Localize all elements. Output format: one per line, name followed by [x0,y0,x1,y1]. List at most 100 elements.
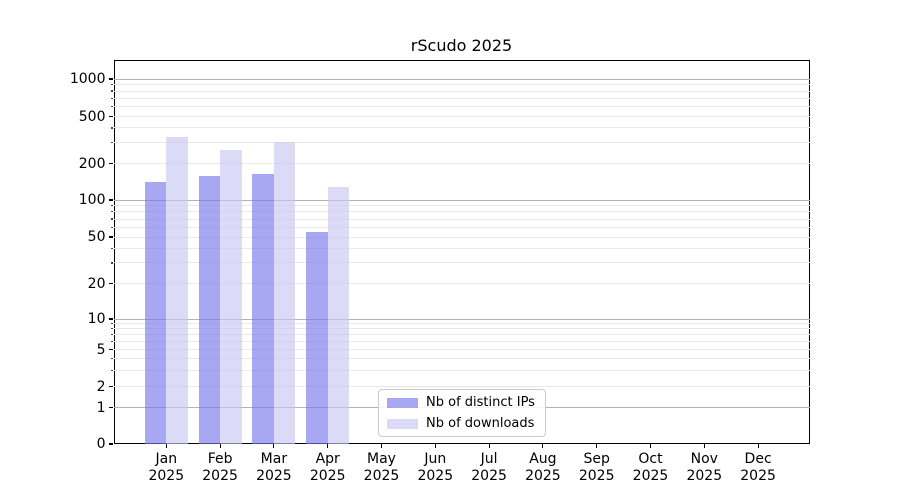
y-minor-tick-mark-60 [110,226,113,228]
gridline-300 [113,142,810,144]
legend-swatch-distinct-ips [387,397,418,408]
x-tick-label-dec: Dec 2025 [726,451,790,485]
month-name: Sep [583,451,610,467]
y-tick-mark-100 [109,199,113,201]
y-tick-mark-1000 [109,78,113,80]
gridline-50 [113,236,810,238]
gridline-80 [113,211,810,213]
month-year: 2025 [256,468,292,484]
month-year: 2025 [471,468,507,484]
y-minor-tick-mark-300 [110,142,113,144]
y-tick-label-1: 1 [96,399,106,416]
x-tick-label-jan: Jan 2025 [134,451,198,485]
month-name: Aug [529,451,557,467]
month-name: Jan [155,451,178,467]
month-year: 2025 [740,468,776,484]
x-tick-mark-jun [434,444,436,448]
y-minor-tick-mark-6 [110,340,113,343]
legend-entry-distinct-ips: Nb of distinct IPs [387,392,537,413]
x-tick-label-jun: Jun 2025 [403,451,467,485]
month-year: 2025 [578,468,615,484]
month-year: 2025 [202,468,238,484]
x-tick-label-may: May 2025 [350,451,414,485]
month-name: Jul [480,451,498,467]
month-year: 2025 [417,468,454,484]
gridline-40 [113,247,810,249]
month-name: Mar [260,451,288,467]
gridline-60 [113,226,810,228]
gridline-8 [113,328,810,330]
bar-downloads-feb [220,150,242,444]
bar-distinct-ips-jan [144,182,167,444]
gridline-30 [113,262,810,264]
month-year: 2025 [309,468,346,484]
gridline-7 [113,334,810,336]
month-year: 2025 [632,468,669,484]
gridline-400 [113,127,810,129]
gridline-9 [113,323,810,325]
gridline-4 [113,358,810,359]
y-tick-label-0: 0 [96,436,106,452]
legend-swatch-downloads [387,418,418,429]
gridline-10 [113,318,810,320]
legend-box: Nb of distinct IPs Nb of downloads [378,389,546,437]
x-tick-label-mar: Mar 2025 [242,451,306,485]
x-tick-label-sep: Sep 2025 [565,451,629,485]
y-minor-tick-mark-7 [110,334,113,336]
y-minor-tick-mark-900 [110,84,113,86]
month-name: May [367,451,396,467]
y-tick-mark-0 [109,443,113,445]
month-name: Jun [424,451,447,467]
y-tick-label-200: 200 [78,155,106,172]
x-tick-mark-apr [327,444,329,448]
x-tick-mark-mar [273,444,275,448]
y-minor-tick-mark-3 [110,369,113,371]
legend-label-distinct-ips: Nb of distinct IPs [426,395,535,410]
y-tick-mark-500 [109,115,113,118]
month-year: 2025 [148,468,185,484]
gridline-6 [113,340,810,342]
y-minor-tick-mark-800 [110,90,113,92]
x-tick-mark-jan [165,444,167,448]
y-tick-mark-10 [109,318,113,320]
y-tick-mark-1 [109,406,113,409]
bar-distinct-ips-feb [198,175,221,444]
x-tick-mark-aug [542,444,544,448]
y-minor-tick-mark-4 [110,357,113,360]
y-tick-label-20: 20 [87,275,106,292]
gridline-20 [113,283,810,284]
month-year: 2025 [525,468,561,484]
y-tick-mark-200 [109,162,113,165]
gridline-100 [113,199,810,201]
y-tick-mark-2 [109,385,113,388]
bar-downloads-mar [273,141,296,444]
gridline-600 [113,106,810,108]
x-tick-mark-dec [757,444,759,448]
x-tick-label-apr: Apr 2025 [296,451,360,485]
month-year: 2025 [363,468,400,484]
legend-entry-downloads: Nb of downloads [387,413,537,434]
gridline-70 [113,218,810,220]
gridline-800 [113,90,810,92]
y-tick-label-2: 2 [96,378,106,395]
gridline-200 [113,163,810,164]
y-minor-tick-mark-30 [110,262,113,264]
x-tick-label-nov: Nov 2025 [672,451,736,485]
y-minor-tick-mark-400 [110,127,113,129]
y-minor-tick-mark-8 [110,328,113,330]
gridline-900 [113,84,810,86]
month-name: Feb [207,451,233,467]
bar-distinct-ips-apr [306,231,328,444]
y-minor-tick-mark-90 [110,205,113,207]
x-tick-mark-nov [703,444,705,448]
month-name: Oct [638,451,663,467]
month-name: Apr [315,451,340,467]
x-tick-mark-may [380,444,383,448]
x-tick-mark-jul [488,444,490,448]
gridline-1000 [113,78,810,80]
y-tick-label-10: 10 [87,311,106,327]
gridline-700 [113,97,810,99]
y-minor-tick-mark-70 [110,218,113,220]
y-minor-tick-mark-600 [110,106,113,108]
